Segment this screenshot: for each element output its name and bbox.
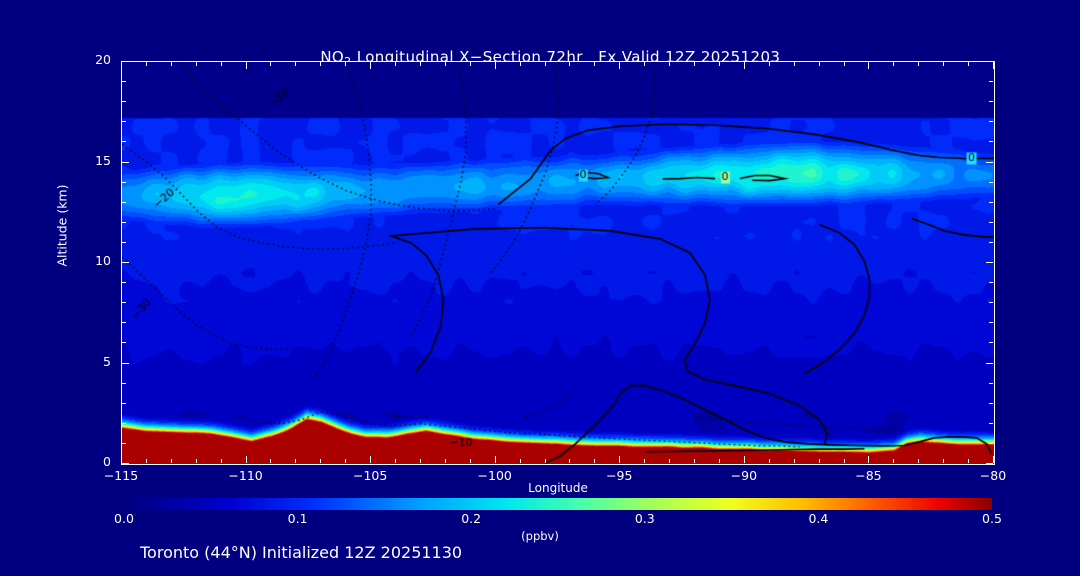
- colorbar-tick-label: 0.2: [461, 511, 482, 526]
- colorbar-gradient: [124, 498, 992, 510]
- colorbar-units-label: (ppbv): [521, 529, 559, 543]
- x-tick-label: −110: [228, 468, 263, 483]
- x-tick-label: −90: [730, 468, 758, 483]
- colorbar-tick-label: 0.3: [634, 511, 655, 526]
- colorbar-tick-label: 0.1: [287, 511, 308, 526]
- plot-area: [121, 61, 995, 465]
- colorbar-tick-label: 0.0: [114, 511, 134, 526]
- y-tick-label: 0: [103, 454, 111, 469]
- cross-section-heatmap: [122, 62, 994, 464]
- x-tick-label: −105: [352, 468, 388, 483]
- y-tick-label: 5: [103, 353, 111, 369]
- y-axis-label: Altitude (km): [54, 184, 70, 267]
- x-tick-label: −85: [855, 468, 882, 483]
- colorbar-tick-label: 0.4: [808, 511, 829, 526]
- x-tick-label: −80: [979, 468, 1007, 483]
- colorbar: [124, 498, 992, 510]
- x-tick-label: −100: [477, 468, 512, 483]
- figure-caption: Toronto (44°N) Initialized 12Z 20251130: [140, 543, 463, 562]
- x-tick-label: −95: [606, 468, 633, 483]
- colorbar-tick-label: 0.5: [982, 511, 1002, 526]
- x-tick-label: −115: [103, 468, 139, 483]
- y-tick-label: 15: [95, 152, 111, 168]
- x-axis-label: Longitude: [528, 481, 588, 495]
- y-tick-label: 10: [95, 253, 111, 268]
